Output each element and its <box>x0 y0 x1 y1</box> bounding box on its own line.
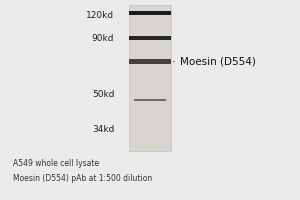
Bar <box>134 99 166 101</box>
Bar <box>129 11 171 15</box>
Text: A549 whole cell lysate: A549 whole cell lysate <box>13 159 99 168</box>
Text: 90kd: 90kd <box>92 34 114 43</box>
Bar <box>129 59 171 64</box>
Bar <box>129 5 171 151</box>
Text: 120kd: 120kd <box>86 11 114 20</box>
Bar <box>129 36 171 40</box>
Text: Moesin (D554) pAb at 1:500 dilution: Moesin (D554) pAb at 1:500 dilution <box>13 174 152 183</box>
Text: 50kd: 50kd <box>92 90 114 99</box>
Text: Moesin (D554): Moesin (D554) <box>174 57 256 67</box>
Text: 34kd: 34kd <box>92 125 114 134</box>
